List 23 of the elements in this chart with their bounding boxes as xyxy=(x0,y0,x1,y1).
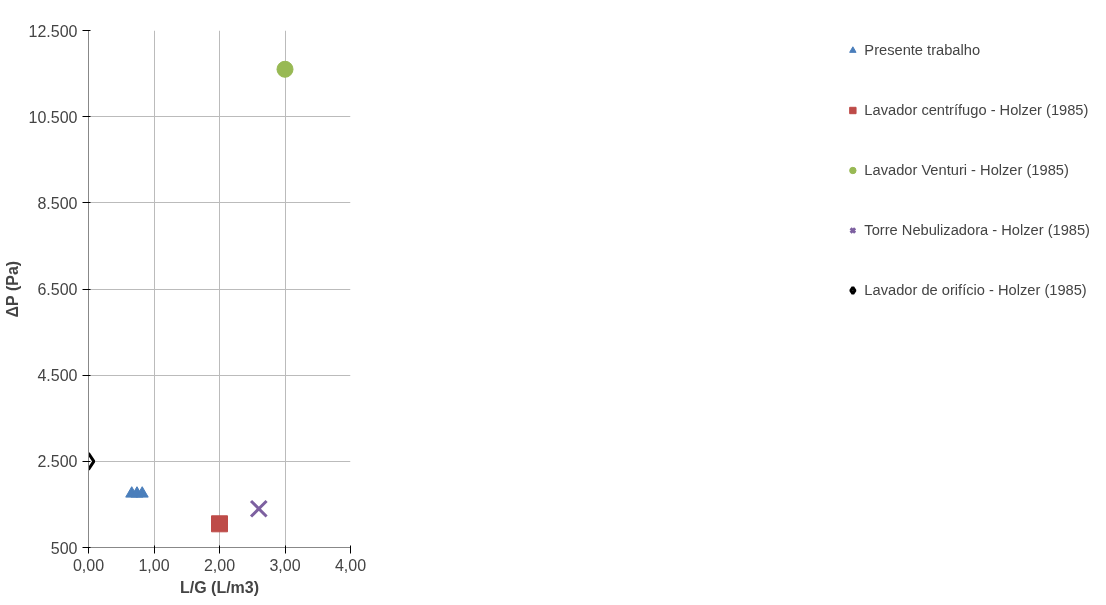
point xyxy=(211,515,228,533)
x-tick-label: 1,00 xyxy=(138,556,170,574)
x-tick-label: 4,00 xyxy=(334,556,367,574)
x-axis-title: L/G (L/m3) xyxy=(179,578,260,596)
point xyxy=(276,60,294,78)
x-tick-label: 3,00 xyxy=(269,556,301,574)
point xyxy=(249,499,269,518)
y-tick-label: 2.500 xyxy=(37,453,78,471)
y-axis-title: ΔP (Pa) xyxy=(3,260,21,318)
legend-label: Torre Nebulizadora - Holzer (1985) xyxy=(864,222,1090,238)
point xyxy=(135,486,149,498)
legend-label: Lavador de orifício - Holzer (1985) xyxy=(864,282,1087,298)
y-tick-label: 4.500 xyxy=(37,367,78,385)
legend-label: Lavador Venturi - Holzer (1985) xyxy=(864,162,1069,178)
y-tick-label: 12.500 xyxy=(28,22,78,40)
legend-label: Presente trabalho xyxy=(864,42,981,58)
x-tick-label: 0,00 xyxy=(72,556,105,574)
y-tick-label: 500 xyxy=(50,539,78,557)
y-tick-label: 10.500 xyxy=(28,108,78,126)
x-tick-label: 2,00 xyxy=(203,556,236,574)
legend-label: Lavador centrífugo - Holzer (1985) xyxy=(864,102,1089,118)
y-tick-label: 8.500 xyxy=(37,194,78,212)
y-tick-label: 6.500 xyxy=(37,281,78,298)
